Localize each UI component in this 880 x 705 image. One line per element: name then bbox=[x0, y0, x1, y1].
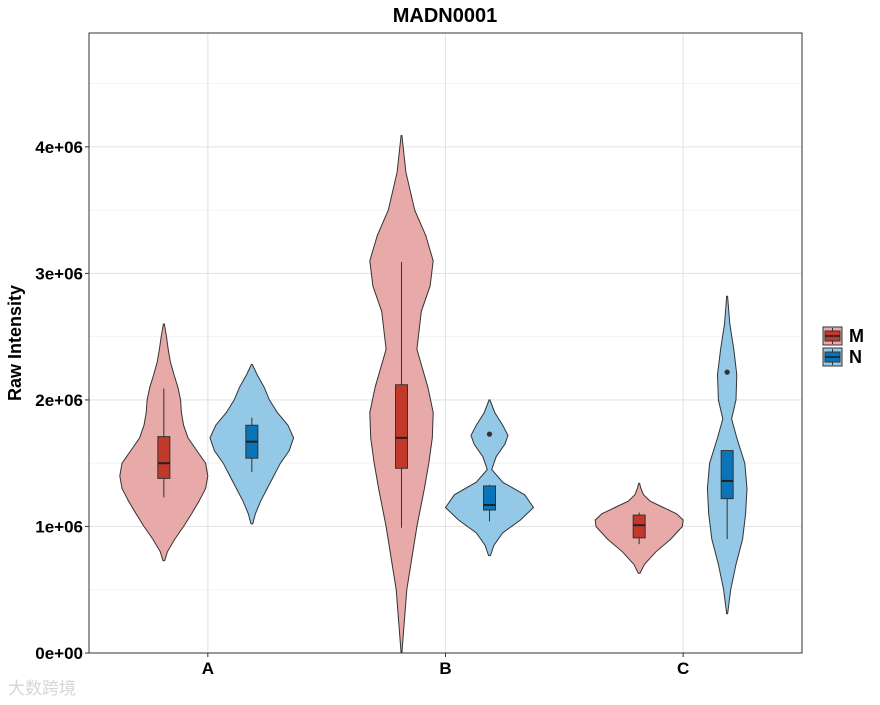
y-tick-label: 4e+06 bbox=[35, 138, 83, 157]
y-tick-label: 0e+00 bbox=[35, 644, 83, 663]
outlier-point-N-C bbox=[724, 369, 730, 375]
x-tick-label: B bbox=[439, 659, 451, 678]
outlier-point-N-B bbox=[486, 431, 493, 437]
box-M-C bbox=[632, 514, 646, 539]
x-axis: A B C bbox=[202, 653, 689, 678]
y-axis: 0e+00 1e+06 2e+06 3e+06 4e+06 bbox=[35, 138, 89, 663]
violin-N-B bbox=[444, 399, 535, 557]
legend-label-M: M bbox=[849, 326, 864, 346]
y-tick-label: 2e+06 bbox=[35, 391, 83, 410]
box-M-B bbox=[395, 384, 408, 469]
y-tick-label: 1e+06 bbox=[35, 517, 83, 536]
legend: MN bbox=[822, 326, 864, 367]
x-tick-label: C bbox=[677, 659, 689, 678]
chart-title: MADN0001 bbox=[393, 5, 497, 27]
watermark-text: 大数跨境 bbox=[8, 679, 76, 699]
x-tick-label: A bbox=[202, 659, 214, 678]
box-M-A bbox=[157, 436, 171, 479]
y-axis-title: Raw Intensity bbox=[5, 285, 25, 401]
box-N-B bbox=[483, 485, 496, 511]
legend-label-N: N bbox=[849, 347, 862, 367]
boxplots bbox=[157, 262, 734, 545]
box-N-C bbox=[720, 450, 734, 500]
y-tick-label: 3e+06 bbox=[35, 264, 83, 283]
gridlines bbox=[89, 33, 802, 654]
